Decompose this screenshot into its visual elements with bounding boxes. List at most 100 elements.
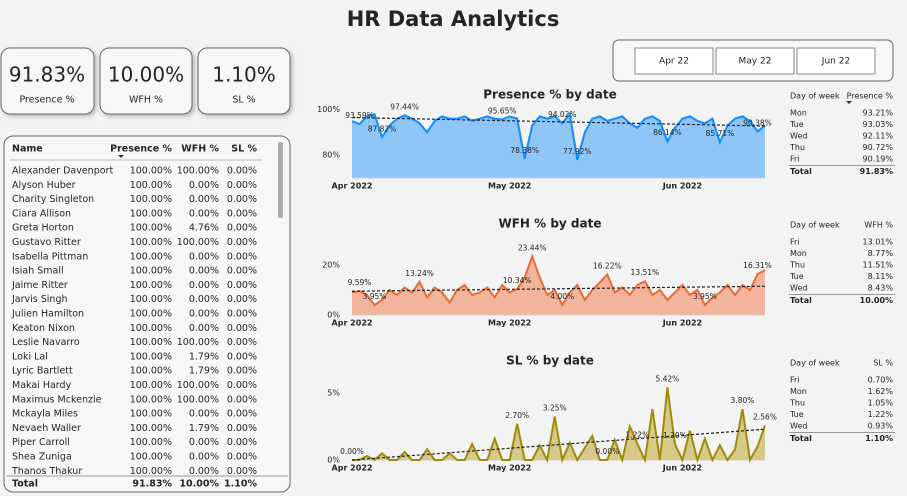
table-cell: Leslie Navarro (12, 337, 80, 348)
table-cell: 4.76% (189, 223, 219, 234)
sort-arrow (118, 155, 124, 158)
table-cell: Alexander Davenport (12, 166, 113, 177)
kpi-card (0, 47, 95, 115)
table-cell: 1.79% (189, 351, 219, 362)
table-cell: Mon (790, 249, 807, 258)
data-label: 2.70% (505, 411, 529, 420)
column-header[interactable]: Day of week (790, 221, 840, 230)
table-cell: 100.00% (130, 251, 172, 262)
table-cell: 1.05% (868, 399, 894, 408)
line (351, 253, 766, 308)
table-cell: 1.22% (868, 410, 894, 419)
data-label: 13.51% (631, 268, 660, 277)
table-cell: 0.00% (227, 280, 257, 291)
table-cell: Isabella Pittman (12, 251, 88, 262)
chart-title: Presence % by date (483, 88, 616, 102)
table-cell: 0.00% (189, 251, 219, 262)
trend-line (351, 285, 766, 292)
table-cell: 0.00% (227, 309, 257, 320)
table-cell: 100.00% (130, 452, 172, 463)
data-label: 3.95% (363, 292, 387, 301)
table-cell: Thu (789, 261, 805, 270)
column-header[interactable]: Presence % (110, 144, 172, 155)
table-cell: 100.00% (130, 323, 172, 334)
table-cell: 0.00% (227, 166, 257, 177)
table-cell: 8.77% (868, 249, 894, 258)
area (352, 114, 765, 178)
table-cell: 11.51% (862, 261, 893, 270)
table-cell: 100.00% (130, 294, 172, 305)
table-cell: Piper Carroll (12, 437, 70, 448)
table-cell: 1.79% (189, 366, 219, 377)
data-label: 95.65% (488, 106, 517, 115)
table-cell: 90.72% (862, 143, 893, 152)
table-cell: 0.93% (868, 422, 894, 431)
table-cell: 100.00% (130, 409, 172, 420)
table-cell: Greta Horton (12, 223, 74, 234)
table-cell: 93.03% (862, 120, 893, 129)
data-label: 13.24% (405, 269, 434, 278)
sort-arrow (846, 101, 852, 104)
slicer-button[interactable] (634, 47, 714, 75)
table-cell: 100.00% (130, 423, 172, 434)
data-label: 85.71% (706, 129, 735, 138)
table-cell: 0.00% (227, 423, 257, 434)
data-label: 87.82% (368, 124, 397, 133)
table-cell: Thanos Thakur (11, 466, 82, 477)
table-cell: Thu (789, 143, 805, 152)
column-header[interactable]: WFH % (864, 221, 893, 230)
kpi-value: 10.00% (108, 63, 184, 87)
y-tick-label: 100% (317, 105, 340, 114)
table-cell: 100.00% (130, 309, 172, 320)
x-tick-label: May 2022 (488, 464, 531, 473)
column-header[interactable]: Day of week (790, 359, 840, 368)
table-cell: 8.11% (868, 272, 894, 281)
slicer-button[interactable] (715, 47, 795, 75)
slicer-button[interactable] (796, 47, 876, 75)
scrollbar[interactable] (278, 142, 283, 218)
kpi-cards (0, 47, 291, 115)
y-tick-label: 0% (327, 456, 340, 465)
table-cell: 0.00% (227, 323, 257, 334)
table-cell: 0.00% (227, 380, 257, 391)
table-cell: Jarvis Singh (11, 294, 68, 305)
table-cell: 100.00% (130, 366, 172, 377)
table-cell: 100.00% (130, 266, 172, 277)
column-header[interactable]: Day of week (790, 92, 840, 101)
column-header[interactable]: Name (12, 144, 43, 155)
kpi-value: 91.83% (9, 63, 85, 87)
table-cell: Makai Hardy (12, 380, 72, 391)
trend-line (351, 116, 766, 127)
table-cell: 100.00% (130, 394, 172, 405)
data-label: 16.31% (743, 261, 772, 270)
table-cell: 100.00% (130, 437, 172, 448)
data-label: 3.25% (543, 403, 567, 412)
x-tick-label: Jun 2022 (662, 319, 702, 328)
trend-line (351, 428, 766, 461)
data-label: 4.00% (550, 292, 574, 301)
slicer-label[interactable]: May 22 (739, 57, 772, 67)
column-header[interactable]: SL % (231, 144, 257, 155)
line (351, 111, 766, 161)
table-cell: 92.11% (862, 132, 893, 141)
table-cell: 0.00% (227, 351, 257, 362)
column-header[interactable]: WFH % (181, 144, 219, 155)
data-label: 93.59% (345, 111, 374, 120)
data-label: 1.20% (663, 431, 687, 440)
table-cell: 0.00% (227, 223, 257, 234)
table-cell: Tue (789, 120, 804, 129)
table-cell: 0.00% (227, 194, 257, 205)
x-tick-label: May 2022 (488, 319, 531, 328)
table-cell: 100.00% (130, 466, 172, 477)
column-header[interactable]: SL % (873, 359, 893, 368)
x-tick-label: May 2022 (488, 182, 531, 191)
data-label: 5.42% (655, 374, 679, 383)
slicer-label[interactable]: Apr 22 (659, 57, 689, 67)
column-header[interactable]: Presence % (847, 92, 894, 101)
table-cell: Fri (790, 376, 800, 385)
slicer-label[interactable]: Jun 22 (821, 57, 850, 67)
line (352, 387, 766, 464)
table-cell: 100.00% (130, 337, 172, 348)
data-label: 78.38% (510, 146, 539, 155)
